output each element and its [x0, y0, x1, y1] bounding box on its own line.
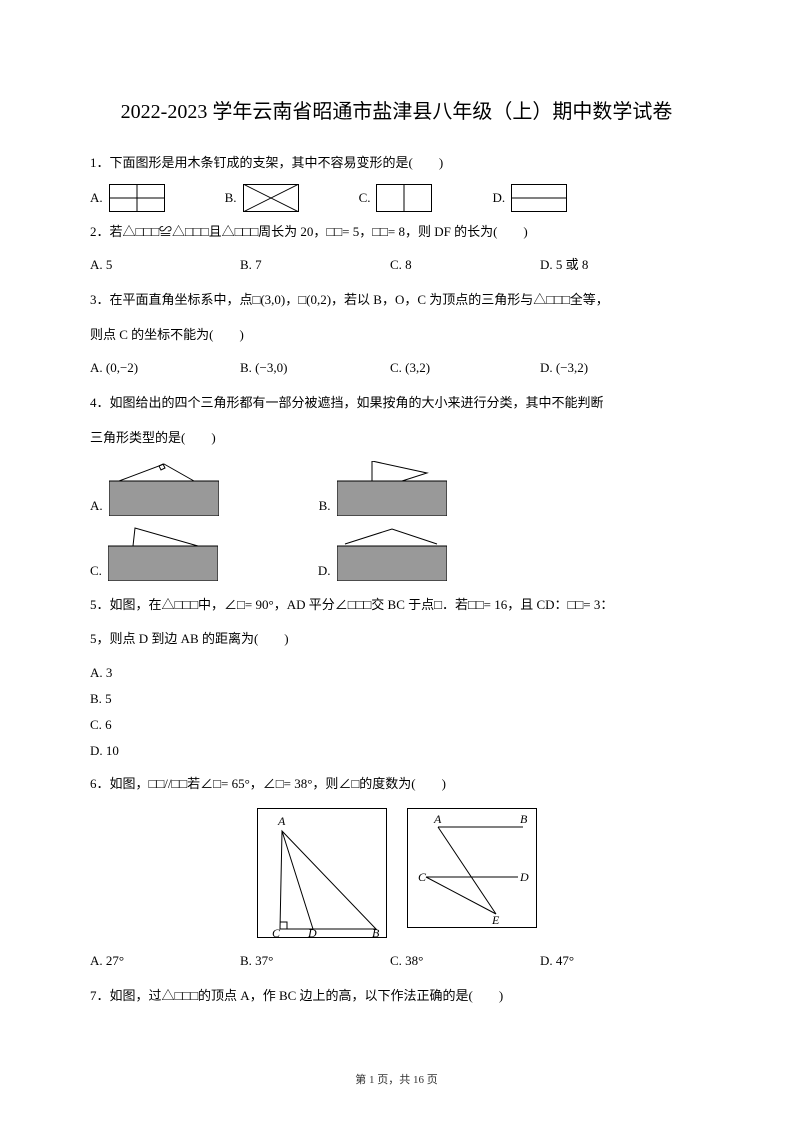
q1-fig-d [511, 184, 567, 212]
q6-opt-d: D. 47° [540, 948, 690, 974]
q4-fig-b [337, 461, 447, 516]
q6-2-label-d: D [519, 870, 529, 884]
q4-pair-a: A. [90, 461, 219, 516]
q6-figures: A C D B A B C D E [90, 808, 703, 938]
q4-fig-a [109, 461, 219, 516]
q6-opt-b: B. 37° [240, 948, 390, 974]
q6-options: A. 27° B. 37° C. 38° D. 47° [90, 948, 703, 974]
q6-1-label-a: A [277, 814, 286, 828]
q5-stem-2: 5，则点 D 到边 AB 的距离为( ) [90, 625, 703, 654]
q3-stem-1: 3．在平面直角坐标系中，点□(3,0)，□(0,2)，若以 B，O，C 为顶点的… [90, 286, 703, 315]
q1-b-label: B. [225, 185, 237, 211]
q3-stem-2: 则点 C 的坐标不能为( ) [90, 321, 703, 350]
q5-opt-d: D. 10 [90, 738, 703, 764]
q4-fig-c [108, 526, 218, 581]
q6-1-label-d: D [307, 926, 317, 938]
q4-b-label: B. [319, 498, 331, 514]
q1-opt-d: D. [492, 184, 567, 212]
q5-opt-a: A. 3 [90, 660, 703, 686]
q1-d-label: D. [492, 185, 505, 211]
q2-opt-d: D. 5 或 8 [540, 252, 690, 278]
q6-2-label-e: E [491, 913, 500, 927]
q5-stem-1: 5．如图，在△□□□中，∠□= 90°，AD 平分∠□□□交 BC 于点□．若□… [90, 591, 703, 620]
q4-pair-b: B. [319, 461, 447, 516]
q3-opt-c: C. (3,2) [390, 355, 540, 381]
q1-a-label: A. [90, 185, 103, 211]
q2-options: A. 5 B. 7 C. 8 D. 5 或 8 [90, 252, 703, 278]
q6-2-label-b: B [520, 812, 528, 826]
q6-fig-1: A C D B [257, 808, 387, 938]
q5-options: A. 3 B. 5 C. 6 D. 10 [90, 660, 703, 764]
q1-stem: 1．下面图形是用木条钉成的支架，其中不容易变形的是( ) [90, 149, 703, 178]
q6-opt-a: A. 27° [90, 948, 240, 974]
q5-opt-b: B. 5 [90, 686, 703, 712]
q1-c-label: C. [359, 185, 371, 211]
q6-2-label-a: A [433, 812, 442, 826]
q2-stem: 2．若△□□□≌△□□□且△□□□周长为 20，□□= 5，□□= 8，则 DF… [90, 218, 703, 247]
q3-opt-a: A. (0,−2) [90, 355, 240, 381]
q1-opt-a: A. [90, 184, 165, 212]
q4-row2: C. D. [90, 526, 703, 581]
page-footer: 第 1 页，共 16 页 [0, 1071, 793, 1087]
q4-fig-d [337, 526, 447, 581]
q1-fig-a [109, 184, 165, 212]
q6-opt-c: C. 38° [390, 948, 540, 974]
q1-fig-b [243, 184, 299, 212]
q6-fig-2: A B C D E [407, 808, 537, 928]
q1-opt-b: B. [225, 184, 299, 212]
q1-fig-c [376, 184, 432, 212]
page-title: 2022-2023 学年云南省昭通市盐津县八年级（上）期中数学试卷 [90, 95, 703, 124]
q4-stem-1: 4．如图给出的四个三角形都有一部分被遮挡，如果按角的大小来进行分类，其中不能判断 [90, 389, 703, 418]
q7-stem: 7．如图，过△□□□的顶点 A，作 BC 边上的高，以下作法正确的是( ) [90, 982, 703, 1011]
q4-a-label: A. [90, 498, 103, 514]
q4-pair-c: C. [90, 526, 218, 581]
q1-opt-c: C. [359, 184, 433, 212]
q4-c-label: C. [90, 563, 102, 579]
q2-opt-b: B. 7 [240, 252, 390, 278]
q3-opt-b: B. (−3,0) [240, 355, 390, 381]
q4-d-label: D. [318, 563, 331, 579]
q2-opt-a: A. 5 [90, 252, 240, 278]
q4-stem-2: 三角形类型的是( ) [90, 424, 703, 453]
q3-options: A. (0,−2) B. (−3,0) C. (3,2) D. (−3,2) [90, 355, 703, 381]
q3-opt-d: D. (−3,2) [540, 355, 690, 381]
q1-options: A. B. C. D. [90, 184, 703, 212]
q6-1-label-c: C [272, 926, 281, 938]
q6-1-label-b: B [372, 926, 380, 938]
q4-row1: A. B. [90, 461, 703, 516]
q2-opt-c: C. 8 [390, 252, 540, 278]
q6-stem: 6．如图，□□//□□若∠□= 65°，∠□= 38°，则∠□的度数为( ) [90, 770, 703, 799]
q6-2-label-c: C [418, 870, 427, 884]
q4-pair-d: D. [318, 526, 447, 581]
q5-opt-c: C. 6 [90, 712, 703, 738]
